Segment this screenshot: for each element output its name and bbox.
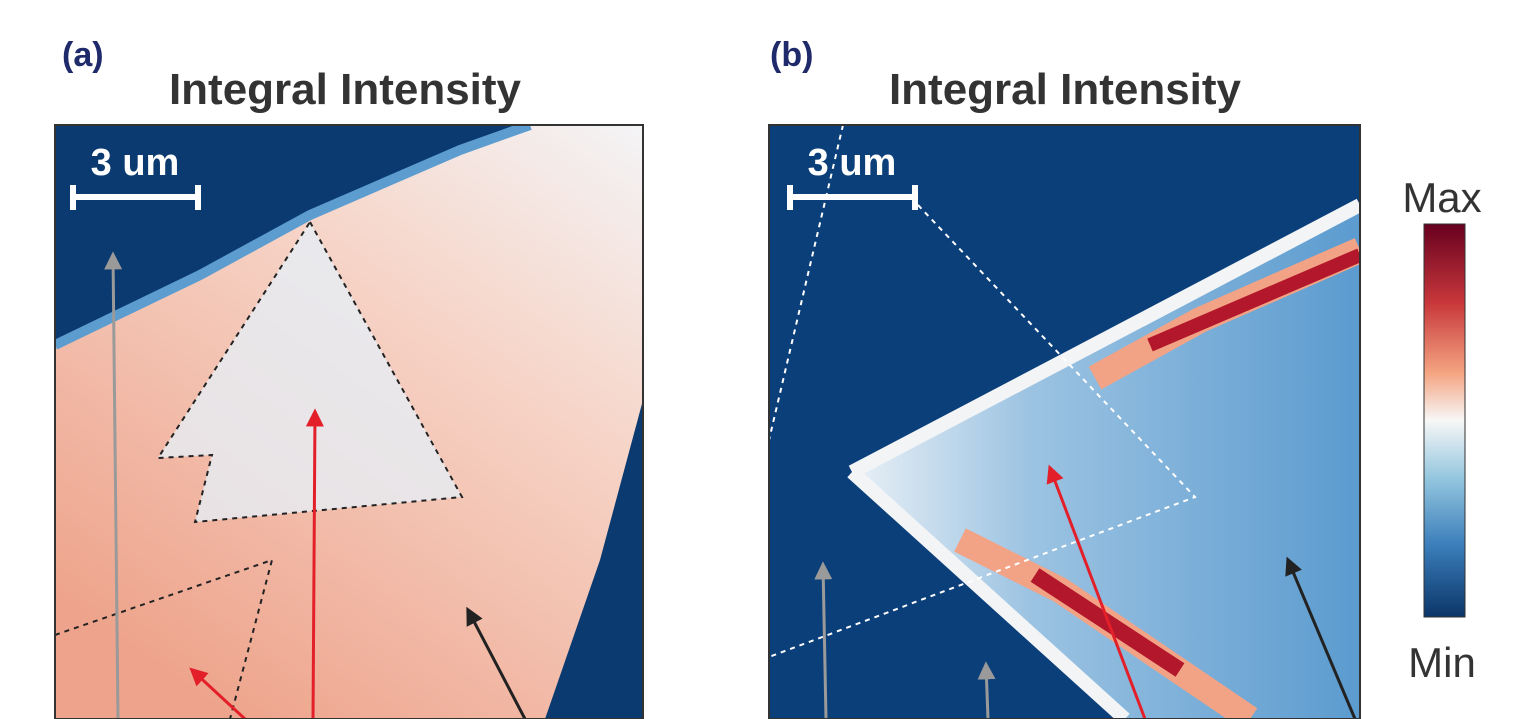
heatmap (769, 125, 1360, 719)
panel-label: (b) (770, 36, 813, 74)
scale-bar-label: 3 um (808, 142, 897, 184)
heatmap (55, 125, 643, 719)
panel-label: (a) (62, 36, 104, 74)
colorbar-max: Max (1402, 174, 1481, 221)
panel-title: Integral Intensity (169, 65, 522, 114)
panel-title: Integral Intensity (889, 65, 1242, 114)
scale-bar-label: 3 um (91, 142, 180, 184)
figure: (a) Integral Intensity 3 um (b) Integral… (0, 0, 1521, 719)
colorbar-min: Min (1408, 639, 1476, 686)
